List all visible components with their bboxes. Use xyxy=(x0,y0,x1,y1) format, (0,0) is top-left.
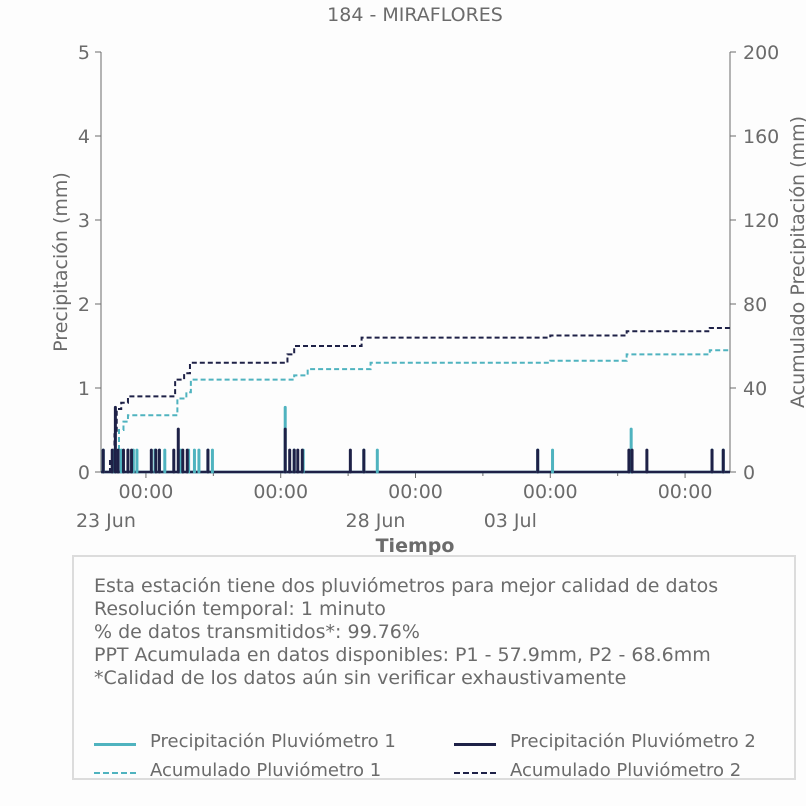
y-right-tick-label: 80 xyxy=(743,294,767,316)
y-axis-right-label: Acumulado Precipitación (mm) xyxy=(787,116,806,408)
station-info: Esta estación tiene dos pluviómetros par… xyxy=(94,575,718,690)
y-left-tick-label: 1 xyxy=(78,378,90,400)
chart-title: 184 - MIRAFLORES xyxy=(327,4,503,26)
precipitation-chart: 184 - MIRAFLORES 0 1 2 3 4 5 0 40 80 120 160 200 00:… xyxy=(50,4,806,557)
info-line-accumulated: PPT Acumulada en datos disponibles: P1 -… xyxy=(94,644,711,666)
info-line-quality: *Calidad de los datos aún sin verificar … xyxy=(94,667,627,689)
legend-swatch-p1-acc xyxy=(94,772,136,774)
x-tick-date-label: 23 Jun xyxy=(76,510,136,532)
legend-swatch-p2-acc xyxy=(454,772,496,774)
info-legend-panel: Esta estación tiene dos pluviómetros par… xyxy=(72,555,796,781)
legend-label-p1-bar: Precipitación Pluviómetro 1 xyxy=(150,731,396,752)
x-tick-label: 00:00 xyxy=(253,481,308,503)
y-left-tick-label: 2 xyxy=(78,294,90,316)
x-tick-label: 00:00 xyxy=(388,481,443,503)
legend-label-p2-bar: Precipitación Pluviómetro 2 xyxy=(510,731,756,752)
y-right-tick-label: 0 xyxy=(743,462,755,484)
info-line-stations: Esta estación tiene dos pluviómetros par… xyxy=(94,575,719,597)
info-line-resolution: Resolución temporal: 1 minuto xyxy=(94,598,386,620)
legend-label-p1-acc: Acumulado Pluviómetro 1 xyxy=(150,760,382,781)
y-right-tick-label: 200 xyxy=(743,42,779,64)
y-left-tick-label: 3 xyxy=(78,210,90,232)
info-line-transmitted: % de datos transmitidos*: 99.76% xyxy=(94,621,420,643)
cumulative-line xyxy=(101,349,730,473)
y-right-tick-label: 160 xyxy=(743,126,779,148)
y-axis-left-label: Precipitación (mm) xyxy=(50,172,72,352)
x-tick-date-label: 28 Jun xyxy=(346,510,406,532)
y-left-tick-label: 0 xyxy=(78,462,90,484)
legend-swatch-p2-bar xyxy=(454,743,496,746)
y-left-tick-label: 4 xyxy=(78,126,90,148)
y-right-tick-label: 120 xyxy=(743,210,779,232)
x-tick-date-label: 03 Jul xyxy=(484,510,537,532)
x-axis-label: Tiempo xyxy=(376,535,455,557)
x-tick-label: 00:00 xyxy=(658,481,713,503)
legend-label-p2-acc: Acumulado Pluviómetro 2 xyxy=(510,760,742,781)
x-tick-label: 00:00 xyxy=(523,481,578,503)
x-tick-label: 00:00 xyxy=(119,481,174,503)
y-right-tick-label: 40 xyxy=(743,378,767,400)
y-left-tick-label: 5 xyxy=(78,42,90,64)
legend-swatch-p1-bar xyxy=(94,743,136,746)
